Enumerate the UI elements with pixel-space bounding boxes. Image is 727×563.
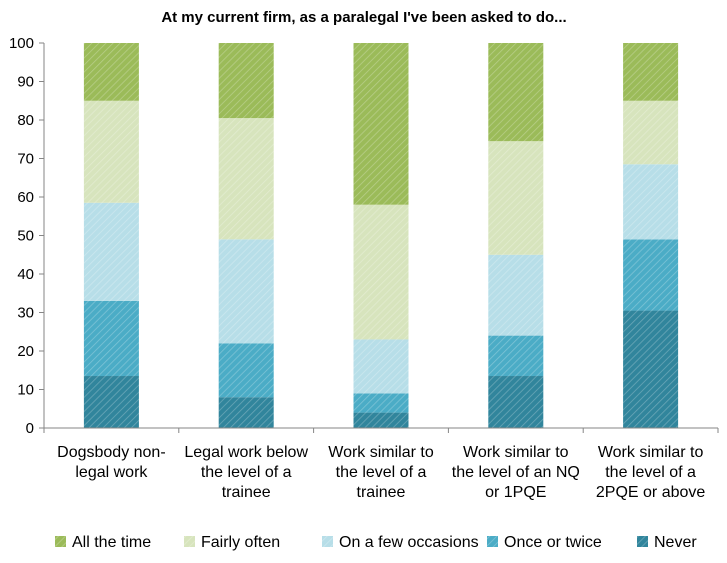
y-tick-label: 50 (17, 228, 34, 245)
legend-label: All the time (72, 534, 151, 551)
bar-fairly-often-3 (353, 204, 409, 340)
bar-once-or-twice-4 (488, 335, 544, 377)
y-tick-label: 10 (17, 382, 34, 399)
bar-once-or-twice-1 (83, 300, 139, 377)
legend-label: Once or twice (504, 534, 602, 551)
bar-all-the-time-1 (83, 43, 139, 101)
bar-once-or-twice-5 (623, 239, 679, 311)
bar-on-a-few-occasions-4 (488, 254, 544, 336)
y-tick-label: 40 (17, 266, 34, 283)
bar-all-the-time-5 (623, 43, 679, 101)
bar-never-5 (623, 310, 679, 428)
bar-all-the-time-4 (488, 43, 544, 142)
legend-item-never: Never (637, 534, 697, 551)
y-tick-label: 80 (17, 112, 34, 129)
bar-never-2 (218, 397, 274, 428)
legend-label: Fairly often (201, 534, 280, 551)
bar-never-4 (488, 376, 544, 428)
y-tick-label: 30 (17, 305, 34, 322)
bar-all-the-time-2 (218, 43, 274, 119)
x-category-label: Work similar to the level of a trainee (328, 444, 434, 501)
bar-on-a-few-occasions-3 (353, 339, 409, 394)
y-tick-label: 100 (9, 35, 34, 52)
bar-on-a-few-occasions-2 (218, 239, 274, 344)
bar-fairly-often-2 (218, 118, 274, 240)
legend-item-fairly-often: Fairly often (184, 534, 280, 551)
bar-on-a-few-occasions-5 (623, 164, 679, 240)
bar-fairly-often-5 (623, 100, 679, 165)
bar-fairly-often-1 (83, 100, 139, 203)
legend-label: On a few occasions (339, 534, 479, 551)
legend-item-once-or-twice: Once or twice (487, 534, 602, 551)
bar-once-or-twice-3 (353, 393, 409, 413)
legend-item-all-the-time: All the time (55, 534, 151, 551)
bar-never-3 (353, 412, 409, 428)
legend-label: Never (654, 534, 697, 551)
y-tick-label: 90 (17, 74, 34, 91)
x-category-label: Legal work below the level of a trainee (184, 444, 308, 501)
bar-on-a-few-occasions-1 (83, 202, 139, 301)
bar-fairly-often-4 (488, 141, 544, 255)
y-tick-label: 0 (26, 420, 34, 437)
bar-once-or-twice-2 (218, 343, 274, 398)
bar-all-the-time-3 (353, 43, 409, 205)
y-tick-label: 20 (17, 343, 34, 360)
x-category-label: Dogsbody non-legal work (57, 444, 166, 481)
y-tick-label: 60 (17, 189, 34, 206)
y-tick-label: 70 (17, 151, 34, 168)
legend-item-on-a-few-occasions: On a few occasions (322, 534, 479, 551)
bar-never-1 (83, 376, 139, 428)
x-category-label: Work similar to the level of an NQ or 1PQE (452, 444, 580, 501)
x-category-label: Work similar to the level of a 2PQE or abo… (596, 444, 706, 501)
chart-title: At my current firm, as a paralegal I've … (161, 9, 566, 26)
